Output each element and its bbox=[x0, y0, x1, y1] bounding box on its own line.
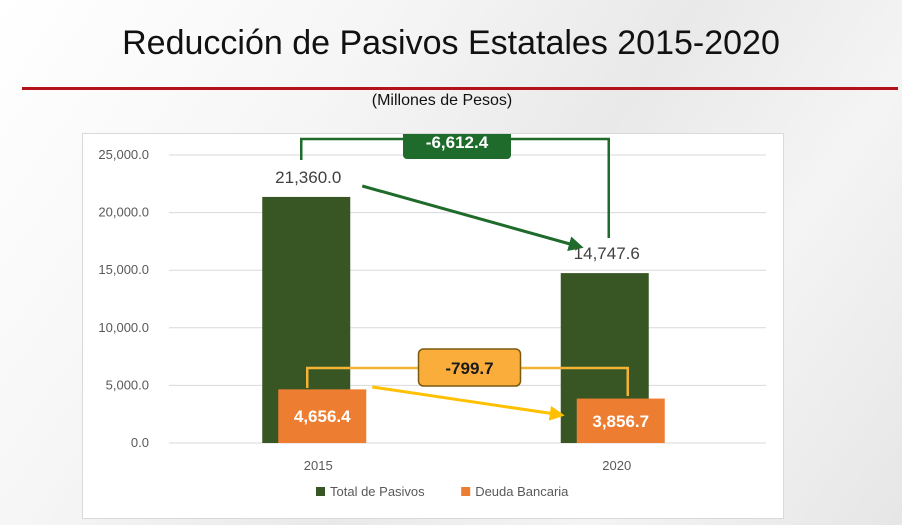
legend-swatch bbox=[316, 487, 325, 496]
data-label-deuda: 4,656.4 bbox=[294, 407, 351, 426]
difference-label-total: -6,612.4 bbox=[426, 134, 489, 152]
bar-chart: 0.0 5,000.0 10,000.0 15,000.0 20,000.0 25,000… bbox=[98, 134, 766, 499]
title-rule bbox=[22, 87, 898, 90]
y-tick-label: 5,000.0 bbox=[106, 377, 149, 392]
trend-arrow-deuda bbox=[372, 385, 565, 421]
x-tick-label: 2020 bbox=[602, 458, 631, 473]
bar-deuda-bancaria bbox=[576, 398, 665, 443]
chart-area: 0.0 5,000.0 10,000.0 15,000.0 20,000.0 25,000… bbox=[82, 133, 784, 519]
legend-swatch bbox=[461, 487, 471, 496]
legend-label: Deuda Bancaria bbox=[475, 484, 569, 499]
data-label-total: 21,360.0 bbox=[275, 168, 341, 187]
trend-arrow-total bbox=[361, 184, 584, 251]
y-tick-label: 20,000.0 bbox=[98, 205, 149, 220]
chart-subtitle: (Millones de Pesos) bbox=[371, 92, 513, 109]
y-tick-label: 0.0 bbox=[131, 435, 149, 450]
y-tick-label: 15,000.0 bbox=[98, 262, 149, 277]
x-tick-label: 2015 bbox=[304, 458, 333, 473]
difference-label-deuda: -799.7 bbox=[445, 359, 493, 378]
bar-deuda-bancaria bbox=[278, 389, 367, 443]
page-title: Reducción de Pasivos Estatales 2015-2020 bbox=[122, 24, 780, 62]
difference-box-deuda bbox=[417, 348, 522, 387]
legend-label: Total de Pasivos bbox=[330, 484, 425, 499]
y-tick-label: 25,000.0 bbox=[98, 147, 149, 162]
y-tick-label: 10,000.0 bbox=[98, 320, 149, 335]
data-label-deuda: 3,856.7 bbox=[592, 412, 649, 431]
data-label-total: 14,747.6 bbox=[574, 244, 640, 263]
difference-box-total bbox=[403, 134, 511, 159]
